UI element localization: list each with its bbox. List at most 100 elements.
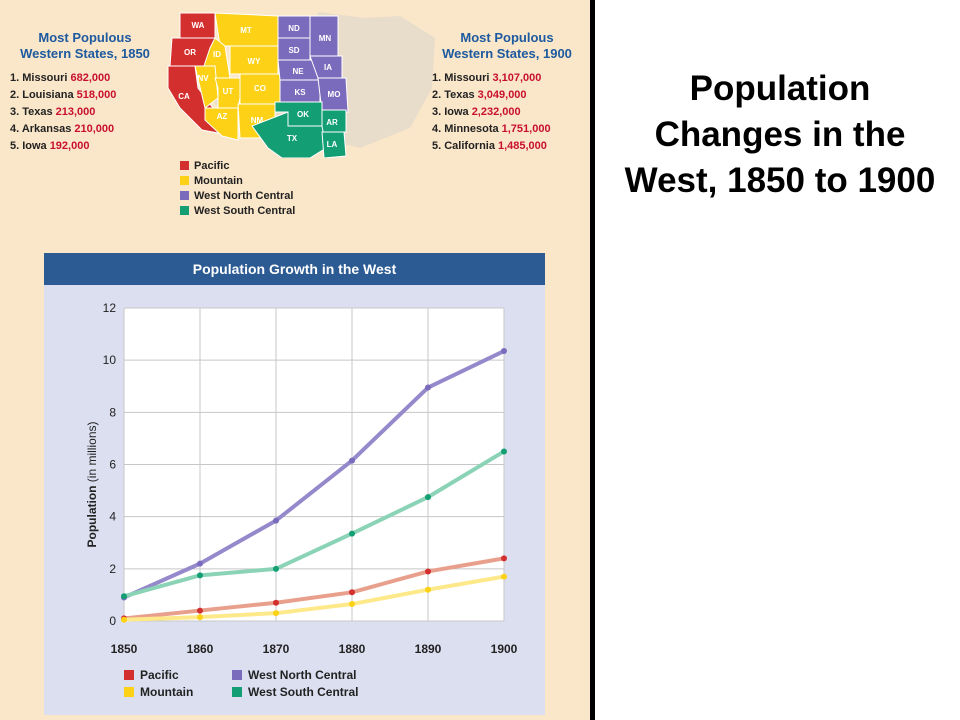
ranking-state: 4. Minnesota xyxy=(432,123,499,135)
data-point xyxy=(273,565,279,572)
state-mn: MN xyxy=(309,15,339,59)
data-point xyxy=(273,599,279,606)
legend-label: Pacific xyxy=(194,159,230,172)
state-label: SD xyxy=(288,46,299,55)
state-wy: WY xyxy=(229,45,279,75)
data-point xyxy=(197,572,203,579)
state-sd: SD xyxy=(277,37,311,61)
ranking-state: 3. Texas xyxy=(10,106,53,118)
ranking-row: 1. Missouri 682,000 xyxy=(10,70,160,87)
legend-label: West South Central xyxy=(248,684,359,699)
region-legend-item: West South Central xyxy=(180,203,295,218)
ranking-row: 5. California 1,485,000 xyxy=(432,138,582,155)
data-point xyxy=(349,457,355,464)
state-label: WA xyxy=(192,21,205,30)
ranking-value: 1,485,000 xyxy=(497,140,547,152)
data-point xyxy=(425,494,431,501)
ranking-1850-title-line2: Western States, 1850 xyxy=(20,46,150,61)
ranking-row: 2. Louisiana 518,000 xyxy=(10,87,160,104)
legend-swatch xyxy=(124,669,134,680)
state-ut: UT xyxy=(214,77,241,109)
data-point xyxy=(501,573,507,580)
state-label: NV xyxy=(197,74,209,83)
y-tick-label: 2 xyxy=(109,562,116,576)
ranking-value: 3,107,000 xyxy=(492,72,542,84)
legend-swatch xyxy=(232,669,242,680)
ranking-state: 1. Missouri xyxy=(432,72,490,84)
state-label: CA xyxy=(178,92,190,101)
state-label: OR xyxy=(184,48,196,57)
region-legend: Pacific Mountain West North Central West… xyxy=(180,158,295,218)
ranking-row: 1. Missouri 3,107,000 xyxy=(432,70,582,87)
series-mountain xyxy=(121,573,507,623)
state-label: AZ xyxy=(217,112,228,121)
region-legend-item: Mountain xyxy=(180,173,295,188)
ranking-state: 5. California xyxy=(432,140,495,152)
state-ks: KS xyxy=(279,79,321,103)
legend-swatch xyxy=(180,161,189,170)
legend-swatch xyxy=(180,206,189,215)
series-line xyxy=(123,449,506,599)
state-label: KS xyxy=(294,88,306,97)
legend-label: West North Central xyxy=(194,189,294,202)
data-point xyxy=(501,448,507,455)
y-tick-label: 12 xyxy=(103,301,117,315)
state-label: ID xyxy=(213,50,221,59)
data-point xyxy=(197,560,203,567)
data-point xyxy=(425,586,431,593)
ranking-row: 5. Iowa 192,000 xyxy=(10,138,160,155)
state-shape xyxy=(204,107,239,141)
state-label: ND xyxy=(288,24,300,33)
legend-label: Pacific xyxy=(140,667,179,682)
ranking-row: 3. Texas 213,000 xyxy=(10,104,160,121)
state-label: OK xyxy=(297,110,309,119)
x-tick-label: 1860 xyxy=(187,642,214,656)
ranking-value: 2,232,000 xyxy=(471,106,521,118)
state-shape xyxy=(321,109,347,133)
series-pacific xyxy=(121,555,507,622)
ranking-state: 5. Iowa xyxy=(10,140,47,152)
chart-legend-item: Pacific xyxy=(124,666,193,683)
slide-title: Population Changes in the West, 1850 to … xyxy=(624,69,936,200)
legend-label: Mountain xyxy=(194,174,243,187)
state-co: CO xyxy=(239,73,281,105)
data-point xyxy=(197,607,203,614)
ranking-value: 682,000 xyxy=(70,72,111,84)
state-shape xyxy=(317,77,349,113)
data-point xyxy=(501,555,507,562)
data-point xyxy=(349,589,355,596)
y-tick-label: 10 xyxy=(103,353,117,367)
ranking-value: 213,000 xyxy=(55,106,96,118)
state-label: MN xyxy=(319,34,332,43)
legend-label: West North Central xyxy=(248,667,357,682)
ranking-1850: Most Populous Western States, 1850 1. Mi… xyxy=(10,30,160,155)
y-tick-label: 0 xyxy=(109,614,116,628)
state-wa: WA xyxy=(179,12,216,39)
ranking-1900-title: Most Populous Western States, 1900 xyxy=(432,30,582,62)
series-line xyxy=(123,574,505,622)
legend-swatch xyxy=(180,191,189,200)
data-point xyxy=(197,614,203,621)
chart-title: Population Growth in the West xyxy=(44,253,545,285)
state-mt: MT xyxy=(214,12,279,47)
state-label: MT xyxy=(240,26,252,35)
ranking-state: 2. Texas xyxy=(432,89,475,101)
ranking-1850-title-line1: Most Populous xyxy=(38,30,132,45)
legend-swatch xyxy=(180,176,189,185)
legend-swatch xyxy=(232,686,242,697)
x-tick-label: 1850 xyxy=(111,642,138,656)
region-legend-item: West North Central xyxy=(180,188,295,203)
legend-label: West South Central xyxy=(194,204,296,217)
legend-label: Mountain xyxy=(140,684,194,699)
map-states: WA OR CA MT ID WY NV UT CO AZ NM ND MN SD NE IA KS MO OK AR… xyxy=(167,12,349,158)
data-point xyxy=(425,568,431,575)
state-az: AZ xyxy=(204,107,239,141)
ranking-row: 4. Arkansas 210,000 xyxy=(10,121,160,138)
data-point xyxy=(501,348,507,355)
state-nd: ND xyxy=(277,15,311,39)
x-tick-label: 1870 xyxy=(263,642,290,656)
chart-legend-col1: Pacific Mountain xyxy=(124,666,193,700)
ranking-state: 3. Iowa xyxy=(432,106,469,118)
y-tick-label: 4 xyxy=(109,510,116,524)
state-label: LA xyxy=(327,140,338,149)
